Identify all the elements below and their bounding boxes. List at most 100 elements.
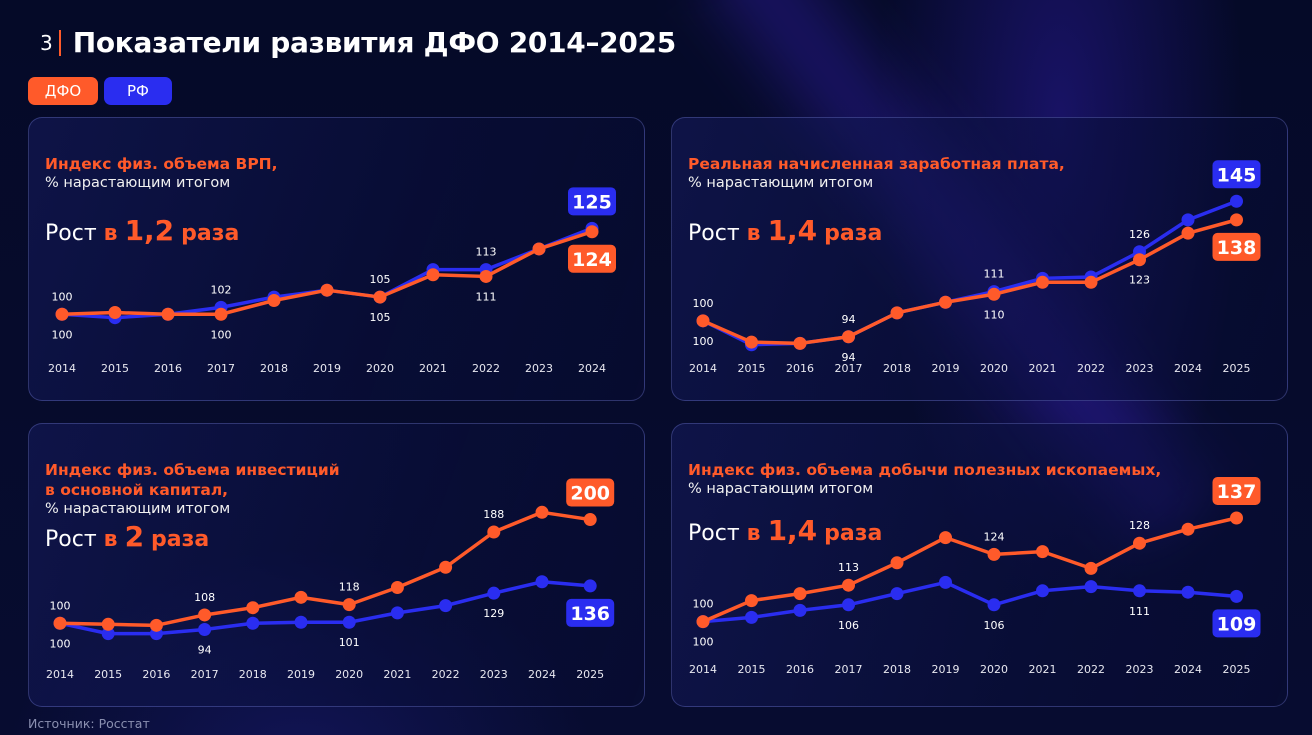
data-point-dfo [149,618,163,632]
badge-value: 109 [1217,613,1257,635]
x-tick-label: 2023 [1126,362,1154,375]
data-point-dfo [1133,253,1146,267]
x-tick-label: 2025 [576,668,604,681]
x-tick-label: 2015 [738,663,766,676]
x-tick-label: 2018 [260,362,288,375]
data-label-rf: 100 [50,637,71,650]
data-point-dfo [939,531,952,545]
x-tick-label: 2021 [419,362,447,375]
data-point-dfo [390,580,404,594]
badge-background [566,598,615,627]
data-point-dfo [842,330,855,344]
end-value-badge-rf: 109 [1212,609,1261,638]
data-point-dfo [793,336,807,350]
data-point-dfo [108,306,122,320]
series-line-rf [59,580,591,636]
data-label-dfo: 94 [842,351,856,364]
data-point-rf [793,603,807,617]
data-point-rf [1084,580,1098,594]
x-tick-label: 2015 [94,668,122,681]
data-label-rf: 100 [52,290,73,303]
badge-background [1212,477,1261,505]
data-label-rf: 111 [1129,605,1150,618]
x-tick-label: 2024 [1174,362,1202,375]
data-point-dfo [101,617,115,631]
data-point-dfo [342,598,356,612]
page-title: Показатели развития ДФО 2014–2025 [72,26,676,59]
chart-title: Индекс физ. объема инвестиций в основной… [45,440,340,538]
chart-title: Индекс физ. объема добычи полезных ископ… [688,440,1161,518]
chart-subtitle: % нарастающим итогом [688,481,874,497]
data-point-dfo [479,269,493,283]
data-point-dfo [439,560,453,574]
x-tick-label: 2018 [883,362,911,375]
data-point-dfo [585,225,599,239]
series-line-rf [61,226,593,320]
chart-subtitle: % нарастающим итогом [688,175,874,191]
x-tick-label: 2017 [835,663,863,676]
x-tick-label: 2015 [738,362,766,375]
growth-summary: Рост в 1,4 раза [688,514,882,547]
data-point-dfo [198,608,212,622]
series-line-dfo [61,230,593,316]
growth-summary: Рост в 1,4 раза [688,214,882,247]
data-point-dfo [1181,522,1195,536]
growth-summary: Рост в 1,2 раза [45,214,239,247]
data-point-rf [583,579,597,593]
x-tick-label: 2024 [528,668,556,681]
data-point-rf [1036,584,1049,598]
data-point-dfo [696,314,710,328]
data-point-rf [294,615,308,629]
data-point-dfo [53,616,67,630]
x-tick-label: 2014 [46,668,74,681]
data-point-rf [101,627,115,641]
data-point-rf [390,606,404,620]
badge-value: 138 [1217,237,1257,259]
data-label-rf: 106 [984,619,1005,632]
x-tick-label: 2019 [313,362,341,375]
growth-value: 1,4 [767,514,818,547]
growth-value: 1,4 [767,214,818,247]
series-line-dfo [702,218,1237,346]
data-point-dfo [246,601,260,615]
growth-in: в [103,221,118,246]
data-label-dfo: 108 [194,591,215,604]
x-tick-label: 2025 [1223,663,1251,676]
data-label-dfo: 100 [211,328,232,341]
growth-suffix: раза [151,527,210,552]
data-point-rf [1230,194,1243,208]
data-label-dfo: 100 [50,599,71,612]
data-label-rf: 105 [370,273,391,286]
x-tick-label: 2023 [1126,663,1154,676]
data-label-rf: 94 [198,643,212,656]
badge-background [1212,232,1261,261]
data-point-dfo [1133,536,1146,550]
chart-card-investment: Индекс физ. объема инвестиций в основной… [28,423,645,707]
source-note: Источник: Росстат [28,716,150,731]
x-tick-label: 2020 [366,362,394,375]
growth-prefix: Рост [688,521,740,546]
data-point-dfo [583,513,597,527]
data-label-rf: 106 [838,619,859,632]
data-label-dfo: 110 [984,308,1005,321]
end-value-badge-dfo: 138 [1212,232,1261,261]
data-point-dfo [890,556,904,570]
end-value-badge-dfo: 137 [1212,477,1261,505]
x-tick-label: 2022 [432,668,460,681]
x-tick-label: 2015 [101,362,129,375]
data-label-dfo: 100 [693,335,714,348]
data-point-dfo [373,290,387,304]
data-point-rf [535,575,549,589]
chart-title-text: Реальная начисленная заработная плата, [688,155,1065,173]
x-tick-label: 2021 [1029,362,1057,375]
data-point-dfo [1181,226,1195,240]
end-value-badge-rf: 145 [1212,160,1261,189]
page-header: 3 Показатели развития ДФО 2014–2025 [40,26,676,59]
legend-rf: РФ [104,77,172,105]
data-point-rf [939,575,952,589]
line-chart: 2014 2015 2016 2017 2018 2019 2020 2021 2022 2023… [48,187,616,375]
badge-value: 137 [1217,481,1257,503]
badge-value: 200 [570,483,610,505]
data-point-rf [439,599,453,613]
data-point-dfo [745,594,758,608]
